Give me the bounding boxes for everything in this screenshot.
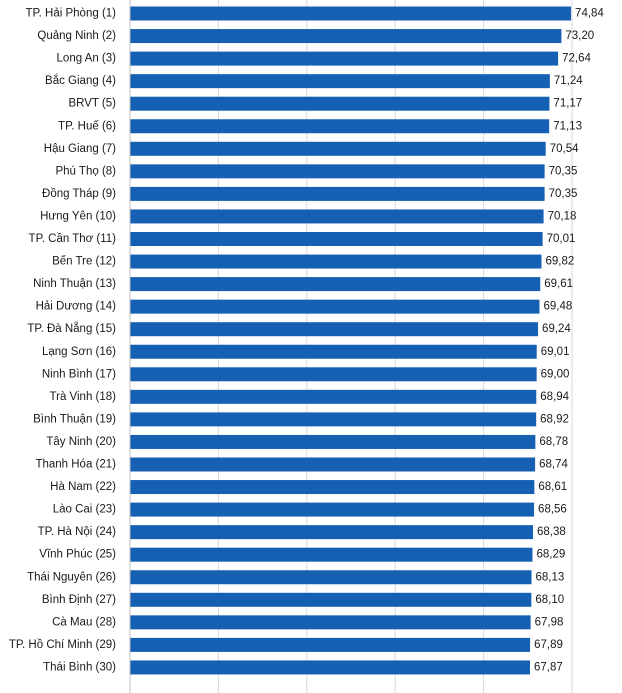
- category-label: Thái Nguyên (26): [27, 571, 116, 583]
- value-label: 74,84: [575, 8, 604, 20]
- category-label: Vĩnh Phúc (25): [39, 549, 116, 561]
- value-label: 68,78: [539, 436, 568, 448]
- bar: [130, 389, 537, 404]
- category-label: Bến Tre (12): [52, 256, 116, 268]
- value-label: 68,94: [540, 391, 569, 403]
- bar: [130, 209, 544, 224]
- value-label: 68,56: [538, 504, 567, 516]
- category-label: Thanh Hóa (21): [35, 459, 116, 471]
- value-label: 67,87: [534, 661, 563, 673]
- value-label: 68,38: [537, 526, 566, 538]
- bar: [130, 434, 536, 449]
- bar: [130, 322, 539, 337]
- bar: [130, 299, 540, 314]
- value-label: 73,20: [565, 30, 594, 42]
- category-label: Cà Mau (28): [52, 616, 116, 628]
- bar: [130, 51, 559, 66]
- bar: [130, 615, 531, 630]
- bar: [130, 29, 562, 44]
- category-label: Lạng Sơn (16): [42, 346, 116, 358]
- value-label: 68,61: [538, 481, 567, 493]
- value-label: 68,29: [536, 549, 565, 561]
- category-label: TP. Huế (6): [58, 120, 116, 132]
- bar: [130, 480, 535, 495]
- value-label: 67,98: [535, 616, 564, 628]
- bar: [130, 412, 537, 427]
- bar: [130, 660, 530, 675]
- bar: [130, 637, 531, 652]
- value-labels: 74,84 73,20 72,64 71,24 71,17 71,13 70,54 70,35…: [534, 8, 604, 674]
- bar: [130, 277, 541, 292]
- category-label: Hải Dương (14): [36, 301, 117, 313]
- category-label: Trà Vinh (18): [50, 391, 117, 403]
- category-label: Tây Ninh (20): [46, 436, 116, 448]
- bar: [130, 164, 545, 179]
- category-label: Bình Định (27): [42, 594, 116, 606]
- bar: [130, 232, 543, 246]
- bar: [130, 254, 542, 269]
- bar: [130, 6, 572, 21]
- value-label: 69,61: [544, 278, 573, 290]
- value-label: 68,74: [539, 459, 568, 471]
- value-label: 69,24: [542, 323, 571, 335]
- value-label: 70,54: [550, 143, 579, 155]
- category-label: Hậu Giang (7): [44, 143, 116, 155]
- category-label: TP. Đà Nẵng (15): [27, 322, 116, 335]
- category-labels: TP. Hải Phòng (1) Quảng Ninh (2) Long An (…: [9, 8, 116, 674]
- category-label: Đồng Tháp (9): [42, 188, 116, 200]
- value-label: 70,35: [549, 188, 578, 200]
- value-label: 71,13: [553, 120, 582, 132]
- category-label: Ninh Thuận (13): [33, 278, 116, 290]
- bar: [130, 547, 533, 562]
- bar: [130, 141, 546, 156]
- category-label: Ninh Bình (17): [42, 368, 116, 380]
- value-label: 68,10: [535, 594, 564, 606]
- value-label: 70,01: [547, 233, 576, 245]
- category-label: Long An (3): [57, 53, 117, 65]
- value-label: 68,92: [540, 413, 569, 425]
- bar: [130, 457, 536, 472]
- value-label: 67,89: [534, 639, 563, 651]
- category-label: Lào Cai (23): [53, 504, 116, 516]
- bar: [130, 525, 533, 540]
- value-label: 69,01: [541, 346, 570, 358]
- category-label: TP. Cần Thơ (11): [29, 233, 117, 245]
- bar: [130, 119, 550, 134]
- bar: [130, 186, 545, 201]
- category-label: TP. Hồ Chí Minh (29): [9, 639, 116, 651]
- category-label: Hưng Yên (10): [40, 210, 116, 222]
- value-label: 69,82: [545, 256, 574, 268]
- category-label: Bình Thuận (19): [33, 413, 116, 425]
- category-label: BRVT (5): [68, 98, 116, 110]
- bar: [130, 344, 537, 359]
- category-label: Quảng Ninh (2): [37, 30, 116, 42]
- bar: [130, 74, 550, 89]
- value-label: 68,13: [536, 571, 565, 583]
- value-label: 71,24: [554, 75, 583, 87]
- value-label: 72,64: [562, 53, 591, 65]
- category-label: TP. Hà Nội (24): [38, 526, 117, 538]
- category-label: Hà Nam (22): [50, 481, 116, 493]
- value-label: 71,17: [553, 98, 582, 110]
- bar: [130, 367, 537, 382]
- bars: [130, 6, 572, 675]
- bar: [130, 570, 532, 585]
- value-label: 69,48: [543, 301, 572, 313]
- category-label: TP. Hải Phòng (1): [25, 8, 116, 20]
- category-label: Thái Bình (30): [43, 661, 116, 673]
- value-label: 70,35: [549, 165, 578, 177]
- value-label: 69,00: [541, 368, 570, 380]
- category-label: Bắc Giang (4): [45, 74, 116, 87]
- bar: [130, 502, 535, 517]
- bar: [130, 96, 550, 111]
- bar: [130, 592, 532, 607]
- value-label: 70,18: [548, 210, 577, 222]
- category-label: Phú Thọ (8): [55, 165, 116, 177]
